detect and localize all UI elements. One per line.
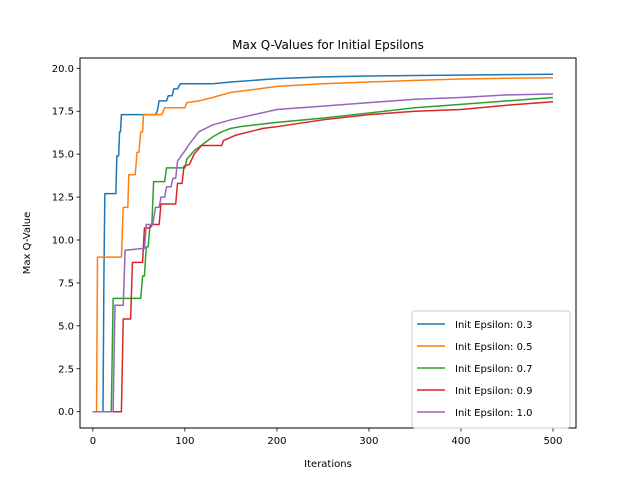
x-axis: 0 100 200 300 400 500 bbox=[90, 428, 563, 447]
legend-label-4: Init Epsilon: 1.0 bbox=[455, 408, 533, 419]
x-tick-label: 0 bbox=[90, 436, 96, 447]
legend-label-3: Init Epsilon: 0.9 bbox=[455, 386, 533, 397]
y-tick-label: 7.5 bbox=[58, 278, 74, 289]
y-tick-label: 15.0 bbox=[52, 150, 74, 161]
plot-lines bbox=[92, 73, 554, 413]
legend-label-1: Init Epsilon: 0.5 bbox=[455, 342, 533, 353]
y-tick-label: 12.5 bbox=[52, 193, 74, 204]
chart-title: Max Q-Values for Initial Epsilons bbox=[232, 38, 424, 52]
series-line-2 bbox=[92, 96, 554, 413]
x-tick-label: 500 bbox=[543, 436, 562, 447]
y-tick-label: 5.0 bbox=[58, 321, 74, 332]
legend-label-2: Init Epsilon: 0.7 bbox=[455, 364, 533, 375]
x-tick-label: 100 bbox=[175, 436, 194, 447]
x-axis-title: Iterations bbox=[304, 459, 352, 470]
x-tick-label: 300 bbox=[359, 436, 378, 447]
y-tick-label: 0.0 bbox=[58, 407, 74, 418]
y-tick-label: 17.5 bbox=[52, 107, 74, 118]
y-axis-title: Max Q-Value bbox=[22, 212, 33, 275]
series-line-3 bbox=[92, 101, 554, 413]
y-axis: 0.0 2.5 5.0 7.5 10.0 12.5 15.0 17.5 20.0 bbox=[52, 64, 80, 418]
series-line-4 bbox=[92, 93, 554, 413]
y-tick-label: 2.5 bbox=[58, 364, 74, 375]
plot-frame bbox=[79, 57, 577, 429]
y-tick-label: 20.0 bbox=[52, 64, 74, 75]
legend-label-0: Init Epsilon: 0.3 bbox=[455, 320, 533, 331]
x-tick-label: 400 bbox=[451, 436, 470, 447]
y-tick-label: 10.0 bbox=[52, 235, 74, 246]
legend-box bbox=[411, 310, 571, 429]
x-tick-label: 200 bbox=[267, 436, 286, 447]
series-line-1 bbox=[92, 76, 553, 413]
legend: Init Epsilon: 0.3 Init Epsilon: 0.5 Init E… bbox=[411, 310, 571, 429]
series-line-0 bbox=[92, 73, 553, 413]
